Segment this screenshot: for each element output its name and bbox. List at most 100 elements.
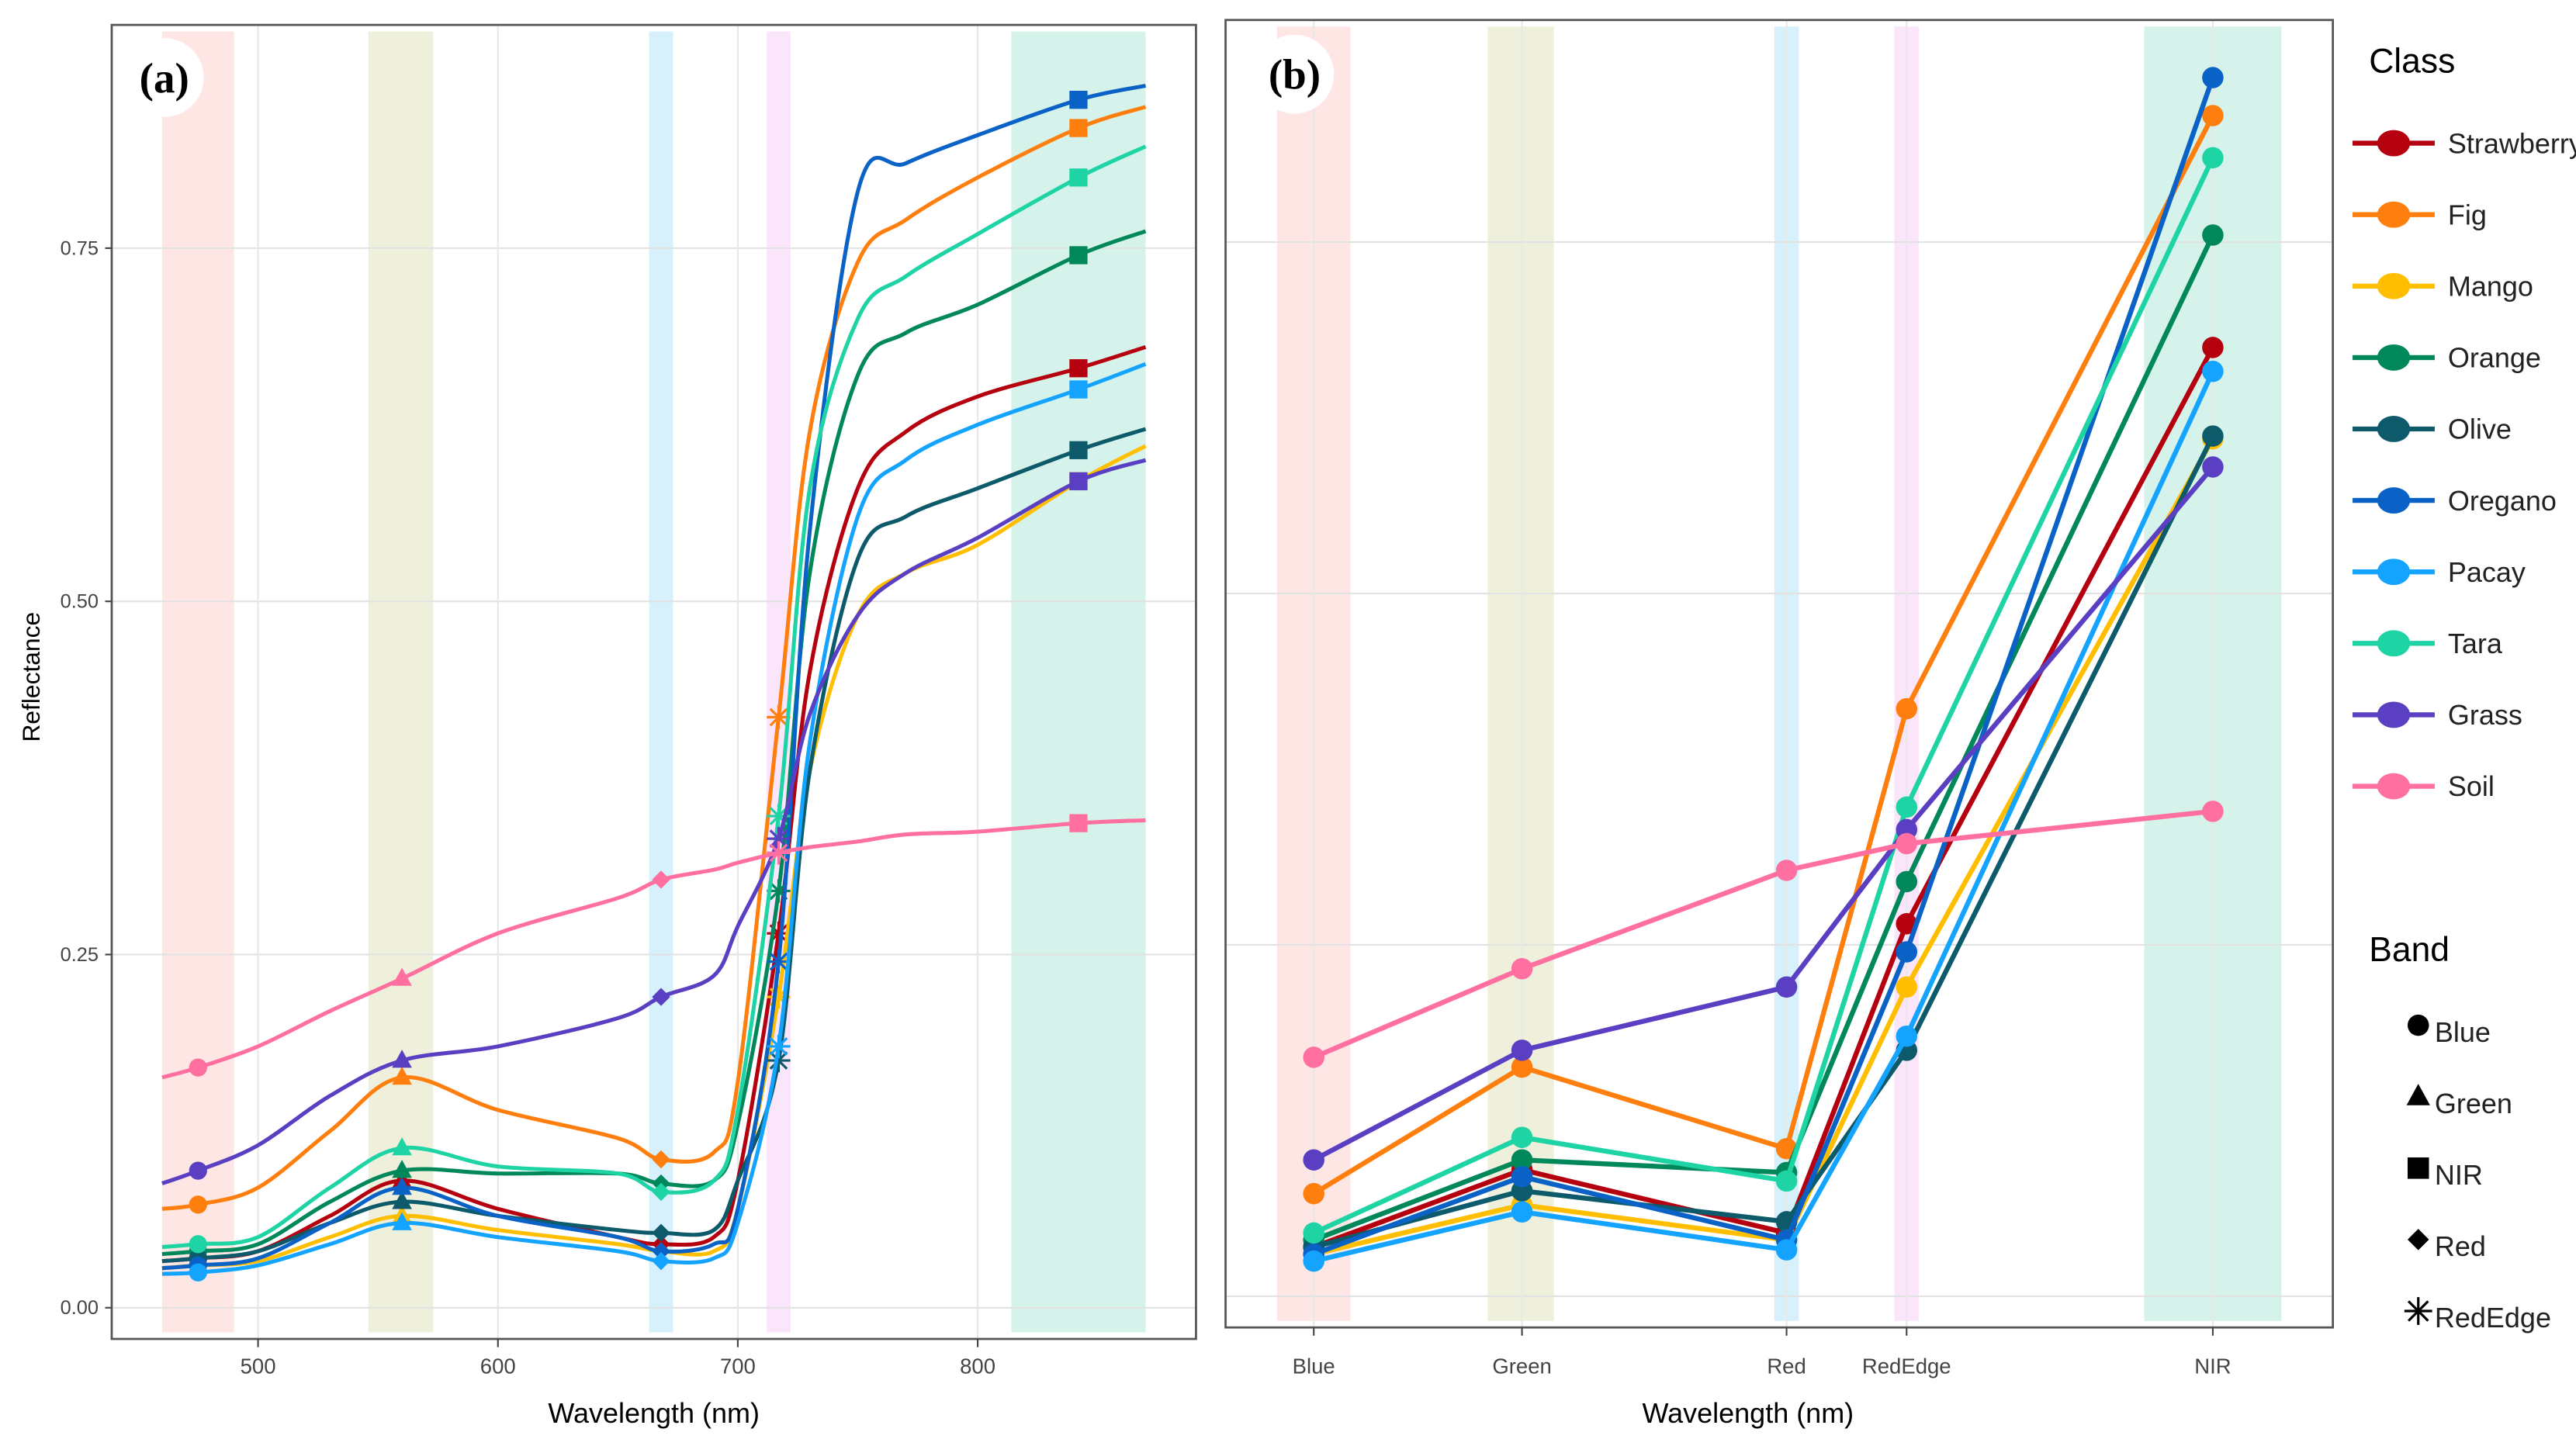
legend-band-rededge: RedEdge — [2404, 1297, 2551, 1334]
legend-label: Pacay — [2448, 556, 2526, 588]
panel-label-badge — [124, 38, 204, 117]
circle-marker — [189, 1235, 207, 1254]
triangle-marker — [392, 967, 412, 986]
circle-marker — [189, 1195, 207, 1214]
legend-marker — [2377, 701, 2411, 728]
circle-marker — [1303, 1046, 1324, 1068]
x-tick-label: 700 — [720, 1354, 756, 1378]
band-shade-red — [649, 31, 673, 1333]
band-shade-rededge — [767, 31, 791, 1333]
legend-class-title: Class — [2369, 43, 2455, 81]
spectrum-line — [161, 458, 1147, 1185]
circle-marker — [1775, 976, 1798, 998]
x-tick-label: NIR — [2194, 1354, 2231, 1378]
square-marker — [1069, 168, 1088, 187]
x-tick-label: Green — [1492, 1354, 1551, 1378]
square-marker — [1069, 246, 1088, 265]
band-shade-green — [1487, 26, 1554, 1321]
legend-label: Tara — [2448, 628, 2503, 659]
circle-marker — [2202, 337, 2224, 358]
asterisk-marker — [767, 1048, 791, 1073]
square-marker — [1069, 91, 1088, 109]
legend-band-title: Band — [2369, 931, 2450, 969]
circle-marker — [1775, 1239, 1798, 1261]
asterisk-stroke — [2407, 1300, 2429, 1322]
circle-marker — [2202, 456, 2224, 478]
x-tick-label: 500 — [241, 1354, 276, 1378]
circle-marker — [2407, 1014, 2429, 1036]
legend-marker — [2377, 630, 2411, 657]
circle-marker — [1303, 1182, 1324, 1205]
panel-label-badge — [1255, 34, 1335, 114]
spectrum-line — [161, 362, 1147, 1276]
square-marker — [1069, 380, 1088, 399]
asterisk-stroke — [769, 843, 788, 863]
legend-marker — [2377, 487, 2411, 514]
square-marker — [1069, 814, 1088, 832]
triangle-marker — [392, 1066, 412, 1085]
triangle-marker — [392, 1160, 412, 1178]
circle-marker — [1303, 1250, 1324, 1272]
circle-marker — [2202, 67, 2224, 88]
legend-item-mango: Mango — [2353, 270, 2533, 302]
legend-band-label: Red — [2435, 1230, 2486, 1262]
square-marker — [2407, 1157, 2429, 1179]
legend-label: Strawberry — [2448, 127, 2576, 159]
circle-marker — [1511, 1040, 1533, 1061]
band-shade-blue — [161, 31, 234, 1333]
spectrum-line — [161, 229, 1147, 1257]
circle-marker — [1896, 697, 1918, 720]
spectrum-line — [161, 83, 1147, 1271]
circle-marker — [1775, 1170, 1798, 1192]
circle-marker — [1511, 1056, 1533, 1078]
circle-marker — [189, 1161, 207, 1180]
legend-item-tara: Tara — [2353, 628, 2503, 659]
band-shade-green — [368, 31, 434, 1333]
legend: Class Strawberry Fig Mango Orange Olive Oregan… — [2353, 43, 2576, 1334]
legend-label: Oregano — [2448, 485, 2557, 517]
circle-marker — [1511, 958, 1533, 980]
x-axis-label: Wavelength (nm) — [1643, 1397, 1854, 1429]
series-grass — [161, 458, 1147, 1185]
square-marker — [1069, 472, 1088, 491]
legend-label: Orange — [2448, 342, 2541, 374]
triangle-marker — [392, 1212, 412, 1230]
triangle-marker — [392, 1176, 412, 1195]
circle-marker — [1511, 1201, 1533, 1223]
plot-border — [110, 23, 1197, 1340]
legend-band-label: Green — [2435, 1088, 2512, 1119]
band-shade-nir — [1011, 31, 1146, 1333]
legend-band-blue: Blue — [2407, 1014, 2491, 1048]
circle-marker — [1896, 941, 1918, 963]
x-tick-label: Blue — [1293, 1354, 1335, 1378]
circle-marker — [1511, 1166, 1533, 1188]
circle-marker — [1896, 913, 1918, 935]
x-tick-label: RedEdge — [1862, 1354, 1951, 1378]
legend-band-label: NIR — [2435, 1159, 2483, 1191]
square-marker — [1069, 119, 1088, 137]
panel-b: Blue Green Red RedEdge NIR Wavelength (nm) (b) — [1224, 19, 2335, 1429]
y-tick-label: 0.25 — [61, 944, 99, 966]
circle-marker — [2202, 801, 2224, 822]
legend-label: Mango — [2448, 270, 2533, 302]
legend-marker — [2377, 201, 2411, 228]
y-tick-label: 0.00 — [61, 1297, 99, 1319]
y-tick-label: 0.75 — [61, 237, 99, 259]
legend-item-soil: Soil — [2353, 770, 2495, 802]
legend-marker — [2377, 559, 2411, 586]
panel-label: (b) — [1269, 51, 1321, 99]
asterisk-stroke — [769, 829, 788, 848]
asterisk-marker — [2404, 1297, 2432, 1325]
spectrum-line — [161, 144, 1147, 1249]
circle-marker — [1511, 1126, 1533, 1148]
legend-item-pacay: Pacay — [2353, 556, 2526, 588]
legend-marker — [2377, 272, 2411, 299]
legend-marker — [2377, 773, 2411, 800]
legend-marker — [2377, 130, 2411, 157]
asterisk-stroke — [769, 707, 788, 727]
legend-label: Fig — [2448, 199, 2487, 230]
asterisk-stroke — [769, 1037, 788, 1056]
circle-marker — [1896, 976, 1918, 998]
square-marker — [1069, 441, 1088, 459]
